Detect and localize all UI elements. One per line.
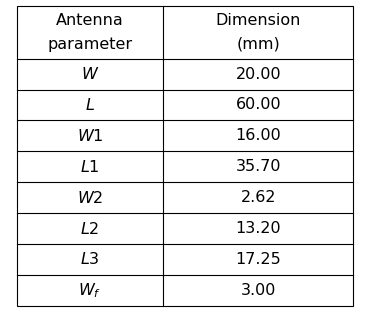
Text: 35.70: 35.70: [235, 159, 281, 174]
Text: $L$: $L$: [85, 97, 95, 113]
Text: parameter: parameter: [47, 37, 132, 52]
Text: $W_f$: $W_f$: [78, 281, 101, 300]
Text: 20.00: 20.00: [235, 66, 281, 82]
Text: $L1$: $L1$: [80, 159, 100, 175]
Text: (mm): (mm): [236, 37, 280, 52]
Text: $L3$: $L3$: [80, 251, 100, 267]
Text: 13.20: 13.20: [235, 221, 281, 236]
Text: 60.00: 60.00: [235, 97, 281, 113]
Text: Antenna: Antenna: [56, 13, 124, 28]
Text: Dimension: Dimension: [216, 13, 301, 28]
Text: 3.00: 3.00: [240, 283, 276, 298]
Text: $W1$: $W1$: [77, 128, 103, 144]
Text: 2.62: 2.62: [240, 190, 276, 205]
Text: 17.25: 17.25: [235, 252, 281, 267]
Text: $W2$: $W2$: [77, 190, 103, 206]
Text: 16.00: 16.00: [235, 128, 281, 144]
Text: $L2$: $L2$: [80, 221, 100, 236]
Text: $W$: $W$: [81, 66, 99, 82]
